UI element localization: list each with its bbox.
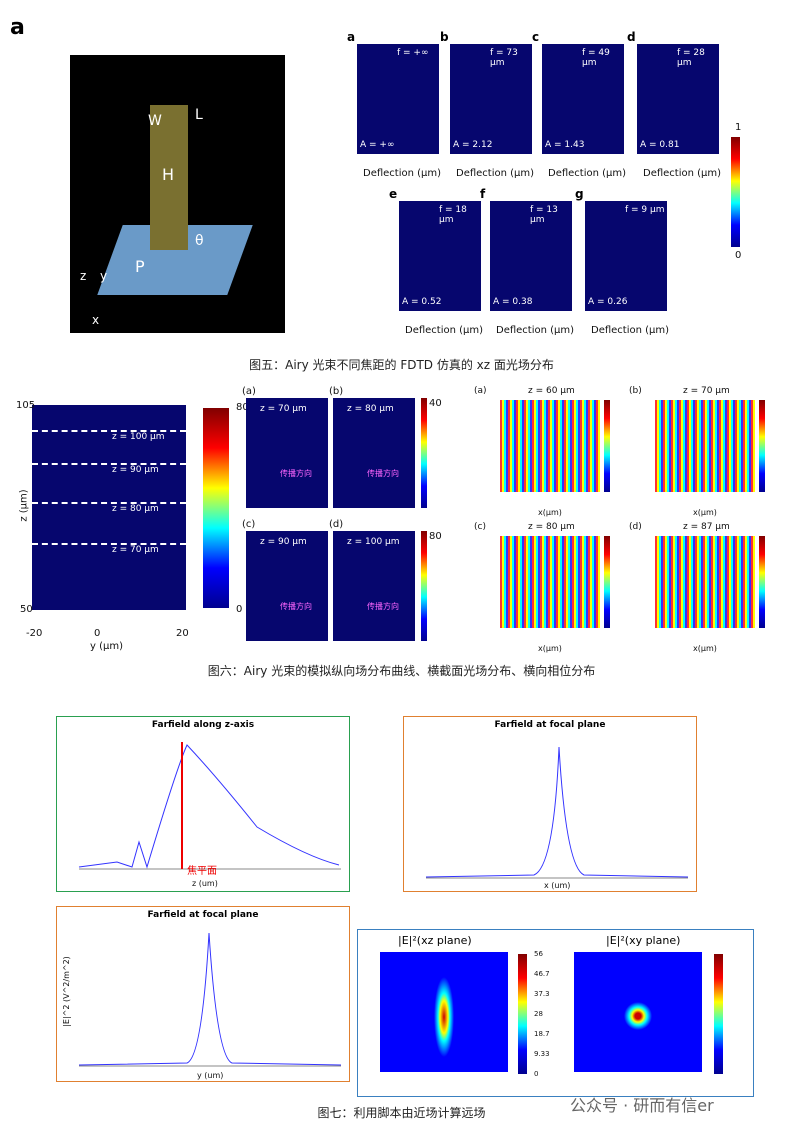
f5-cb-min: 0 bbox=[735, 250, 742, 261]
f5-id-b: b bbox=[440, 30, 449, 44]
lbl-h: H bbox=[162, 165, 175, 184]
f5-xl-c: Deflection (μm) bbox=[548, 168, 627, 179]
f5-id-c: c bbox=[532, 30, 540, 44]
f5-panel-g: f = 9 μm A = 0.26 bbox=[585, 201, 667, 311]
lbl-l: L bbox=[195, 107, 203, 123]
f7-cb2 bbox=[714, 954, 723, 1074]
f7-curve-z bbox=[78, 742, 341, 870]
f5-xl-g: Deflection (μm) bbox=[591, 325, 670, 336]
lbl-w: W bbox=[148, 113, 162, 129]
f5-xl-f: Deflection (μm) bbox=[496, 325, 575, 336]
watermark: 公众号 · 研而有信er bbox=[570, 1096, 714, 1115]
f6-cross-3: z = 100 μm 传播方向 bbox=[333, 531, 415, 641]
f7-xy-map bbox=[574, 952, 702, 1072]
fig7-caption: 图七：利用脚本由近场计算远场 bbox=[317, 1106, 486, 1120]
f5-panel-b: f = 73 μm A = 2.12 bbox=[450, 44, 532, 154]
f7-focal: 焦平面 bbox=[187, 866, 217, 877]
f6-t105: 105 bbox=[16, 400, 36, 411]
f5-panel-e: f = 18 μm A = 0.52 bbox=[399, 201, 481, 311]
f5-id-a: a bbox=[347, 30, 356, 44]
f7-curve-y bbox=[78, 932, 342, 1067]
f7-t1: Farfield along z-axis bbox=[151, 720, 255, 730]
f7-t3: Farfield at focal plane bbox=[147, 910, 259, 920]
lbl-z: z bbox=[80, 269, 87, 283]
lbl-y: y bbox=[100, 269, 108, 283]
f5-id-d: d bbox=[627, 30, 636, 44]
f6-cross-1: z = 80 μm 传播方向 bbox=[333, 398, 415, 508]
f6-phase-2 bbox=[500, 536, 600, 628]
f6-tm20: -20 bbox=[26, 628, 43, 639]
f6-t0: 0 bbox=[94, 628, 101, 639]
fig6-caption: 图六：Airy 光束的模拟纵向场分布曲线、横截面光场分布、横向相位分布 bbox=[207, 664, 596, 678]
fig5-photo: a W L H θ P z y x bbox=[10, 15, 285, 333]
f6-t50: 50 bbox=[20, 604, 33, 615]
f6-phase-1 bbox=[655, 400, 755, 492]
f6-cb-min: 0 bbox=[236, 604, 243, 615]
f7-maps: |E|²(xz plane) |E|²(xy plane) 56 46.7 37.3… bbox=[357, 929, 754, 1097]
f6-ylabel: z (μm) bbox=[18, 489, 30, 522]
f7-panel-z: Farfield along z-axis 焦平面 z (um) bbox=[56, 716, 350, 892]
f5-xl-a: Deflection (μm) bbox=[363, 168, 442, 179]
f6-cb-max: 80 bbox=[236, 402, 249, 413]
f6-phase-0 bbox=[500, 400, 600, 492]
f6-z-3: z = 70 μm bbox=[112, 545, 159, 555]
f5-panel-c: f = 49 μm A = 1.43 bbox=[542, 44, 624, 154]
f7-curve-x bbox=[425, 746, 689, 879]
f5-cb-max: 1 bbox=[735, 122, 742, 133]
f7-panel-y: Farfield at focal plane y (um) |E|^2 (V^… bbox=[56, 906, 350, 1082]
f5-id-f: f bbox=[480, 187, 486, 201]
f7-xy: y (um) bbox=[197, 1071, 224, 1080]
lbl-theta: θ bbox=[195, 233, 204, 249]
f5-xl-b: Deflection (μm) bbox=[456, 168, 535, 179]
f6-z-2: z = 80 μm bbox=[112, 504, 159, 514]
f7-xz: z (um) bbox=[192, 879, 218, 888]
f7-t2: Farfield at focal plane bbox=[494, 720, 606, 730]
f7-xx: x (um) bbox=[544, 881, 571, 890]
f6-xlabel: y (μm) bbox=[90, 641, 124, 652]
f5-id-g: g bbox=[575, 187, 584, 201]
f7-m1: |E|²(xz plane) bbox=[398, 934, 472, 947]
fig5-label: a bbox=[10, 15, 25, 40]
f7-panel-x: Farfield at focal plane x (um) bbox=[403, 716, 697, 892]
f6-phase-3 bbox=[655, 536, 755, 628]
f5-id-e: e bbox=[389, 187, 398, 201]
f7-xz-map bbox=[380, 952, 508, 1072]
f6-cross-2: z = 90 μm 传播方向 bbox=[246, 531, 328, 641]
lbl-p: P bbox=[135, 257, 145, 276]
f5-xl-e: Deflection (μm) bbox=[405, 325, 484, 336]
f5-panel-f: f = 13 μm A = 0.38 bbox=[490, 201, 572, 311]
f6-t20: 20 bbox=[176, 628, 189, 639]
f7-ylab: |E|^2 (V^2/m^2) bbox=[61, 956, 71, 1027]
lbl-x: x bbox=[92, 313, 100, 327]
f6-z-1: z = 90 μm bbox=[112, 465, 159, 475]
f5-xl-d: Deflection (μm) bbox=[643, 168, 722, 179]
f5-panel-d: f = 28 μm A = 0.81 bbox=[637, 44, 719, 154]
f7-m2: |E|²(xy plane) bbox=[606, 934, 681, 947]
fig6-longitudinal bbox=[32, 405, 186, 610]
fig5-colorbar bbox=[731, 137, 740, 247]
f6-z-0: z = 100 μm bbox=[112, 432, 165, 442]
fig5-caption: 图五：Airy 光束不同焦距的 FDTD 仿真的 xz 面光场分布 bbox=[249, 358, 554, 372]
f6-cross-0: z = 70 μm 传播方向 bbox=[246, 398, 328, 508]
f7-cb1 bbox=[518, 954, 527, 1074]
f5-panel-a: f = +∞ A = +∞ bbox=[357, 44, 439, 154]
f6-colorbar bbox=[203, 408, 229, 608]
